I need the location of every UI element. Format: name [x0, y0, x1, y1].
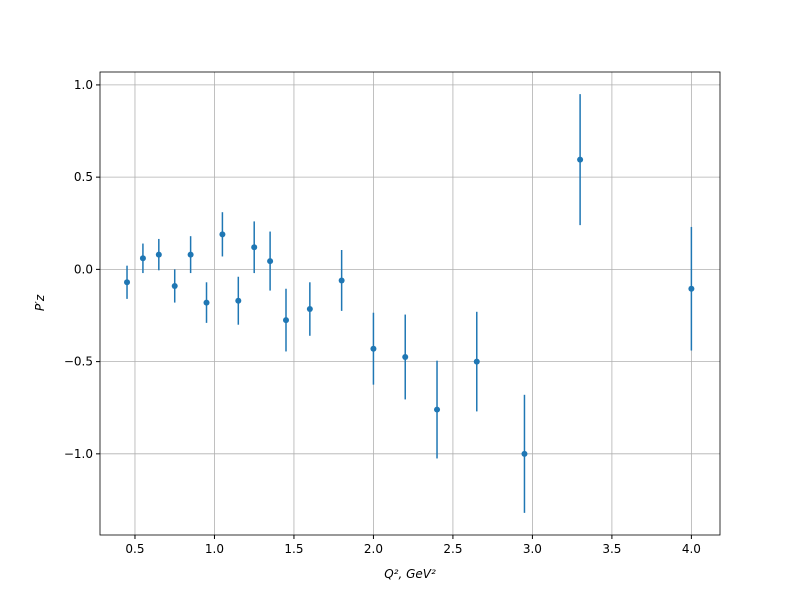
x-tick-label: 2.0: [364, 542, 383, 556]
data-point: [124, 279, 131, 286]
data-point: [402, 353, 409, 360]
data-point: [187, 251, 194, 258]
y-tick-label: 0.5: [74, 170, 93, 184]
data-point: [473, 358, 480, 365]
data-point: [251, 244, 258, 251]
y-tick-label: 1.0: [74, 78, 93, 92]
data-point: [521, 450, 528, 457]
data-point: [370, 345, 377, 352]
data-point: [139, 255, 146, 262]
y-axis-label: P′z: [33, 294, 47, 311]
y-tick-label: −0.5: [64, 355, 93, 369]
data-point: [203, 299, 210, 306]
data-point: [306, 306, 313, 313]
x-tick-label: 1.0: [205, 542, 224, 556]
data-point: [338, 277, 345, 284]
x-tick-label: 4.0: [682, 542, 701, 556]
plot-frame: [99, 71, 721, 536]
data-point: [235, 297, 242, 304]
data-point: [219, 231, 226, 238]
data-point: [688, 285, 695, 292]
x-tick-label: 0.5: [125, 542, 144, 556]
y-tick-label: −1.0: [64, 447, 93, 461]
x-tick-label: 2.5: [443, 542, 462, 556]
x-axis-label: Q², GeV²: [384, 567, 436, 581]
x-tick-label: 1.5: [284, 542, 303, 556]
y-tick-label: 0.0: [74, 262, 93, 276]
data-point: [171, 282, 178, 289]
x-tick-label: 3.0: [523, 542, 542, 556]
data-point: [577, 156, 584, 163]
data-point: [155, 251, 162, 258]
data-point: [434, 406, 441, 413]
data-point: [267, 258, 274, 265]
x-tick-label: 3.5: [602, 542, 621, 556]
data-point: [283, 317, 289, 324]
